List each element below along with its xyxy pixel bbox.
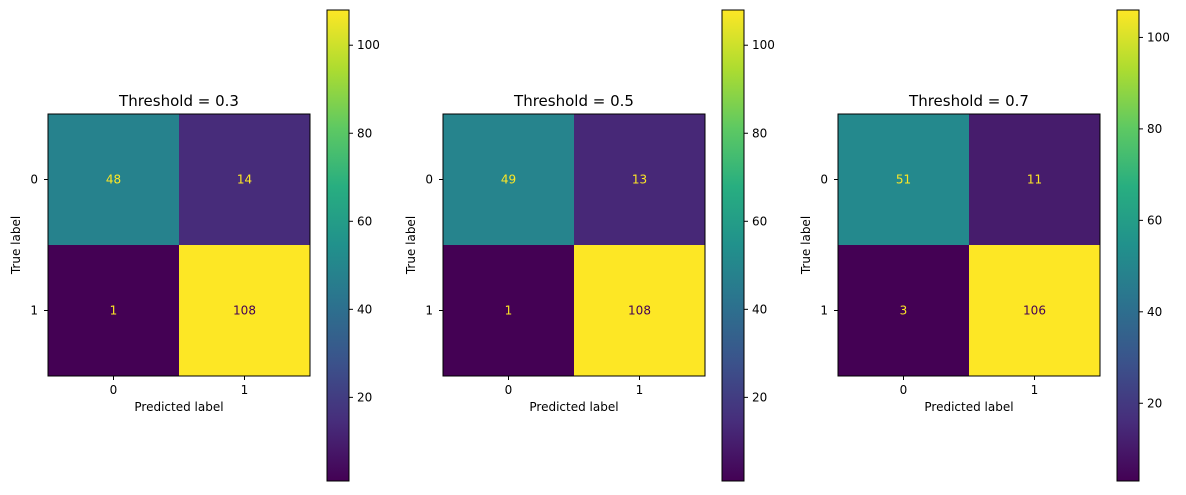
colorbar bbox=[326, 9, 350, 482]
y-tick-label: 0 bbox=[425, 173, 433, 187]
colorbar-tick-label: 60 bbox=[1147, 213, 1162, 227]
matrix-cell bbox=[574, 245, 705, 376]
cell-value-label: 13 bbox=[632, 173, 647, 187]
colorbar-tick-label: 100 bbox=[752, 38, 775, 52]
cell-value-label: 1 bbox=[505, 304, 513, 318]
cell-value-label: 51 bbox=[896, 173, 911, 187]
cell-value-label: 108 bbox=[233, 304, 256, 318]
colorbar-tick-label: 40 bbox=[752, 302, 767, 316]
colorbar-tick-label: 100 bbox=[357, 38, 380, 52]
matrix-cell bbox=[179, 245, 310, 376]
cell-value-label: 14 bbox=[237, 173, 252, 187]
matrix-frame bbox=[47, 113, 311, 377]
x-tick-label: 1 bbox=[636, 383, 644, 397]
matrix-cell bbox=[969, 245, 1100, 376]
x-tick-label: 0 bbox=[110, 383, 118, 397]
colorbar bbox=[721, 9, 745, 482]
confusion-matrix-panel-1: 48 14 1 108 Threshold = 0.3 0 1 0 1 Predicted lab… bbox=[9, 9, 380, 482]
colorbar-tick-label: 20 bbox=[1147, 396, 1162, 410]
matrix-frame bbox=[442, 113, 706, 377]
x-axis-label: Predicted label bbox=[134, 400, 223, 414]
y-tick-label: 0 bbox=[820, 173, 828, 187]
confusion-matrix-panel-2: 49 13 1 108 Threshold = 0.5 0 1 0 1 Predicted lab… bbox=[404, 9, 775, 482]
matrix-cell bbox=[838, 114, 969, 245]
x-tick-label: 0 bbox=[900, 383, 908, 397]
chart-title: Threshold = 0.5 bbox=[513, 92, 634, 110]
matrix-frame bbox=[837, 113, 1101, 377]
colorbar-tick-label: 20 bbox=[752, 390, 767, 404]
y-axis-label: True label bbox=[404, 216, 418, 275]
cell-value-label: 11 bbox=[1027, 173, 1042, 187]
matrix-cell bbox=[574, 114, 705, 245]
y-axis-label: True label bbox=[9, 216, 23, 275]
y-tick-label: 1 bbox=[820, 304, 828, 318]
colorbar-tick-label: 60 bbox=[357, 214, 372, 228]
y-tick-label: 1 bbox=[425, 304, 433, 318]
colorbar-tick-label: 60 bbox=[752, 214, 767, 228]
cell-value-label: 48 bbox=[106, 173, 121, 187]
y-tick-label: 0 bbox=[30, 173, 38, 187]
colorbar bbox=[1116, 9, 1140, 482]
x-axis-label: Predicted label bbox=[529, 400, 618, 414]
colorbar-tick-label: 20 bbox=[357, 390, 372, 404]
colorbar-tick-label: 80 bbox=[357, 126, 372, 140]
x-axis-label: Predicted label bbox=[924, 400, 1013, 414]
chart-title: Threshold = 0.7 bbox=[908, 92, 1029, 110]
cell-value-label: 3 bbox=[900, 304, 908, 318]
x-tick-label: 1 bbox=[241, 383, 249, 397]
colorbar-tick-label: 40 bbox=[357, 302, 372, 316]
cell-value-label: 106 bbox=[1023, 304, 1046, 318]
colorbar-tick-label: 80 bbox=[752, 126, 767, 140]
cell-value-label: 1 bbox=[110, 304, 118, 318]
matrix-cell bbox=[969, 114, 1100, 245]
colorbar-tick-label: 100 bbox=[1147, 30, 1170, 44]
matrix-cell bbox=[838, 245, 969, 376]
colorbar-tick-label: 40 bbox=[1147, 305, 1162, 319]
y-axis-label: True label bbox=[799, 216, 813, 275]
matrix-cell bbox=[48, 114, 179, 245]
cell-value-label: 108 bbox=[628, 304, 651, 318]
cell-value-label: 49 bbox=[501, 173, 516, 187]
y-tick-label: 1 bbox=[30, 304, 38, 318]
x-tick-label: 0 bbox=[505, 383, 513, 397]
matrix-cell bbox=[443, 245, 574, 376]
matrix-cell bbox=[179, 114, 310, 245]
chart-title: Threshold = 0.3 bbox=[118, 92, 239, 110]
confusion-matrix-panel-3: 51 11 3 106 Threshold = 0.7 0 1 0 1 Predicted lab… bbox=[799, 9, 1170, 482]
matrix-cell bbox=[443, 114, 574, 245]
x-tick-label: 1 bbox=[1031, 383, 1039, 397]
colorbar-tick-label: 80 bbox=[1147, 122, 1162, 136]
matrix-cell bbox=[48, 245, 179, 376]
